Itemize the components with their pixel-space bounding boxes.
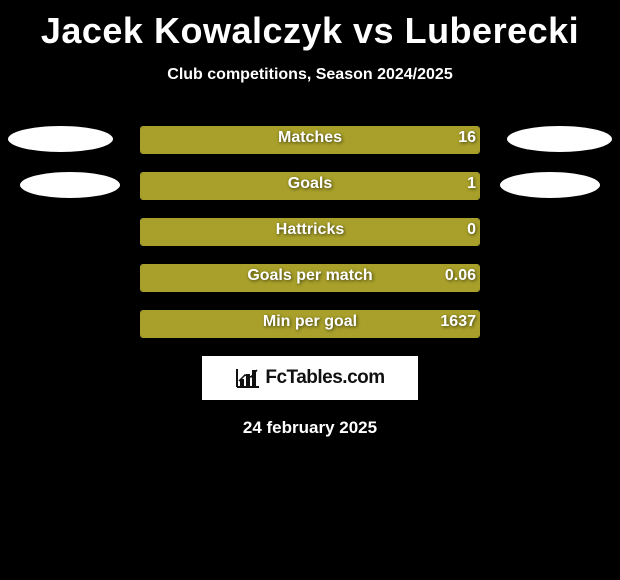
player-marker-right (500, 172, 600, 198)
stat-row: Hattricks 0 (0, 218, 620, 246)
page-title: Jacek Kowalczyk vs Luberecki (0, 0, 620, 52)
brand-text: FcTables.com (265, 367, 384, 389)
player-marker-left (20, 172, 120, 198)
stat-row: Goals per match 0.06 (0, 264, 620, 292)
footer-date: 24 february 2025 (0, 418, 620, 438)
stat-label: Hattricks (276, 221, 344, 239)
stat-value: 1637 (440, 313, 476, 331)
stat-value: 1 (440, 175, 476, 193)
stat-row: Min per goal 1637 (0, 310, 620, 338)
stat-label: Goals (288, 175, 332, 193)
chart-icon (235, 367, 261, 389)
stat-label: Matches (278, 129, 342, 147)
player-marker-right (507, 126, 612, 152)
page-subtitle: Club competitions, Season 2024/2025 (0, 66, 620, 84)
player-marker-left (8, 126, 113, 152)
stat-value: 0 (440, 221, 476, 239)
stat-row: Goals 1 (0, 172, 620, 200)
stat-label: Goals per match (247, 267, 372, 285)
stat-value: 16 (440, 129, 476, 147)
brand-logo: FcTables.com (202, 356, 418, 400)
stats-chart: Matches 16 Goals 1 Hattricks 0 Goals per match… (0, 126, 620, 338)
stat-label: Min per goal (263, 313, 357, 331)
stat-row: Matches 16 (0, 126, 620, 154)
stat-value: 0.06 (440, 267, 476, 285)
